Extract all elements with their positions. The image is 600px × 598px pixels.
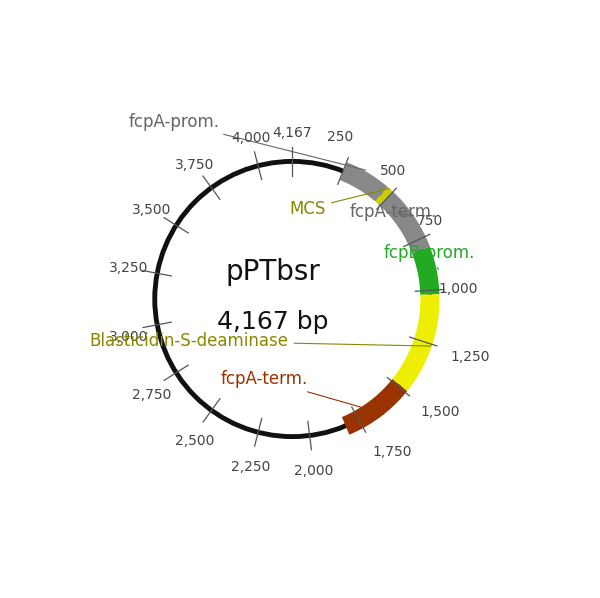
Polygon shape — [380, 192, 430, 254]
Text: 3,750: 3,750 — [175, 157, 214, 172]
Polygon shape — [342, 379, 407, 435]
Text: pPTbsr: pPTbsr — [226, 258, 320, 286]
Text: 250: 250 — [328, 130, 353, 144]
Text: 3,000: 3,000 — [109, 330, 149, 344]
Polygon shape — [412, 246, 439, 295]
Polygon shape — [392, 294, 440, 391]
Text: 2,000: 2,000 — [293, 464, 333, 478]
Text: 1,750: 1,750 — [373, 445, 412, 459]
Text: 2,750: 2,750 — [133, 388, 172, 402]
Text: Blasticidin-S-deaminase: Blasticidin-S-deaminase — [89, 332, 431, 350]
Text: 4,167 bp: 4,167 bp — [217, 310, 329, 334]
Text: 3,250: 3,250 — [109, 261, 149, 275]
Polygon shape — [375, 187, 393, 206]
Text: 500: 500 — [380, 164, 406, 178]
Text: fcpA-prom.: fcpA-prom. — [129, 113, 366, 170]
Text: 750: 750 — [416, 214, 443, 228]
Text: 4,000: 4,000 — [231, 131, 271, 145]
Text: 1,500: 1,500 — [421, 405, 460, 419]
Polygon shape — [340, 162, 388, 202]
Text: fcpB-prom.: fcpB-prom. — [384, 244, 475, 270]
Text: 1,000: 1,000 — [439, 282, 478, 295]
Text: 3,500: 3,500 — [132, 203, 172, 217]
Text: 1,250: 1,250 — [451, 350, 490, 364]
Text: fcpA-term.: fcpA-term. — [350, 203, 437, 221]
Text: MCS: MCS — [289, 188, 389, 218]
Text: 2,250: 2,250 — [232, 460, 271, 474]
Text: fcpA-term.: fcpA-term. — [220, 370, 384, 414]
Text: 2,500: 2,500 — [175, 434, 214, 447]
Text: 4,167: 4,167 — [272, 126, 312, 140]
